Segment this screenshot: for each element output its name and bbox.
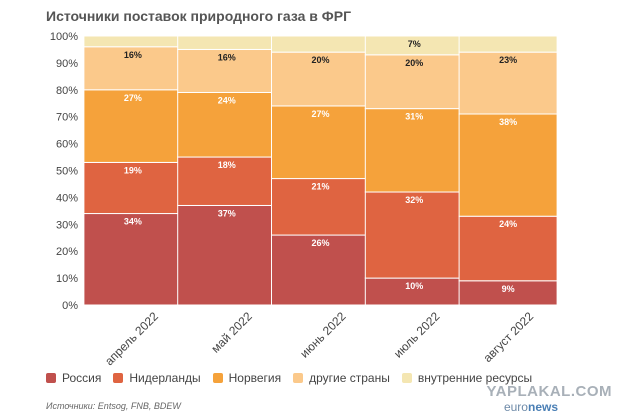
data-label: 34%	[124, 217, 142, 227]
x-tick-label: май 2022	[208, 309, 255, 356]
data-label: 16%	[218, 52, 236, 62]
bar-segment	[271, 35, 370, 53]
legend-label: Россия	[62, 371, 102, 385]
x-tick-label: апрель 2022	[102, 309, 161, 368]
legend-label: внутренние ресурсы	[417, 371, 533, 385]
watermark-site: YAPLAKAL.COM	[486, 383, 612, 400]
bar-segment	[83, 35, 183, 48]
data-label: 27%	[311, 109, 329, 119]
data-label: 24%	[499, 219, 517, 229]
legend-label: Нидерланды	[129, 371, 201, 385]
data-label: 16%	[124, 50, 142, 60]
y-tick-label: 50%	[56, 166, 78, 178]
legend-swatch	[293, 373, 304, 383]
legend-item: Нидерланды	[113, 371, 201, 385]
legend-item: другие страны	[293, 371, 390, 385]
x-tick-label: июнь 2022	[297, 309, 349, 361]
data-label: 7%	[408, 39, 421, 49]
bar-segment	[458, 215, 558, 282]
y-tick-label: 0%	[62, 300, 78, 312]
legend-swatch	[212, 373, 223, 383]
bar-segment	[364, 191, 464, 279]
bar-segment	[177, 156, 277, 206]
data-label: 32%	[405, 195, 423, 205]
bar-segment	[458, 51, 558, 115]
watermark-brand-euro: euro	[503, 400, 528, 414]
data-label: 20%	[311, 55, 329, 65]
data-label: 9%	[502, 284, 515, 294]
data-label: 38%	[499, 117, 517, 127]
chart-title: Источники поставок природного газа в ФРГ	[46, 8, 352, 24]
source-note: Источники: Entsog, FNB, BDEW	[46, 401, 181, 411]
legend-item: Россия	[46, 371, 101, 385]
bar-segment	[271, 234, 370, 306]
bar-segment	[364, 277, 464, 306]
y-tick-label: 90%	[56, 58, 78, 70]
legend-label: Норвегия	[228, 371, 282, 385]
bar-segment	[458, 113, 558, 217]
legend-item: внутренние ресурсы	[401, 371, 533, 385]
data-label: 24%	[218, 95, 236, 105]
legend: Россия Нидерланды Норвегия другие страны вну…	[46, 371, 544, 385]
y-tick-label: 10%	[56, 273, 78, 285]
data-label: 27%	[124, 93, 142, 103]
bar-segment	[458, 35, 558, 53]
y-tick-label: 60%	[56, 139, 78, 151]
y-tick-label: 20%	[56, 246, 78, 258]
x-tick-label: июль 2022	[391, 309, 443, 361]
data-label: 26%	[311, 238, 329, 248]
data-label: 31%	[405, 112, 423, 122]
legend-swatch	[401, 373, 412, 383]
watermark-brand: euronews	[504, 400, 558, 414]
data-label: 18%	[218, 160, 236, 170]
legend-swatch	[46, 373, 56, 383]
legend-label: другие страны	[309, 371, 390, 385]
data-label: 19%	[124, 165, 142, 175]
y-tick-label: 100%	[50, 31, 78, 43]
legend-item: Норвегия	[212, 371, 282, 385]
data-label: 10%	[405, 281, 423, 291]
bar-segment	[83, 161, 183, 215]
watermark-brand-news: news	[527, 400, 558, 414]
y-tick-label: 30%	[56, 219, 78, 231]
data-label: 20%	[405, 58, 423, 68]
bar-segment	[271, 51, 370, 107]
bar-segment	[83, 213, 183, 306]
bar-segment	[271, 105, 370, 180]
data-label: 37%	[218, 208, 236, 218]
bar-segment	[177, 204, 277, 306]
data-label: 21%	[311, 182, 329, 192]
bar-segment	[83, 46, 183, 91]
bar-segment	[177, 35, 277, 50]
y-tick-label: 80%	[56, 85, 78, 97]
y-tick-label: 40%	[56, 192, 78, 204]
data-label: 23%	[499, 55, 517, 65]
legend-swatch	[113, 373, 124, 383]
y-tick-label: 70%	[56, 112, 78, 124]
x-tick-label: август 2022	[480, 309, 536, 365]
bar-segment	[458, 280, 558, 306]
bar-segment	[83, 89, 183, 163]
stacked-bar-chart: 0% 10% 20% 30% 40% 50% 60% 70% 80% 90% 100% 34% 19% 2…	[50, 31, 558, 368]
